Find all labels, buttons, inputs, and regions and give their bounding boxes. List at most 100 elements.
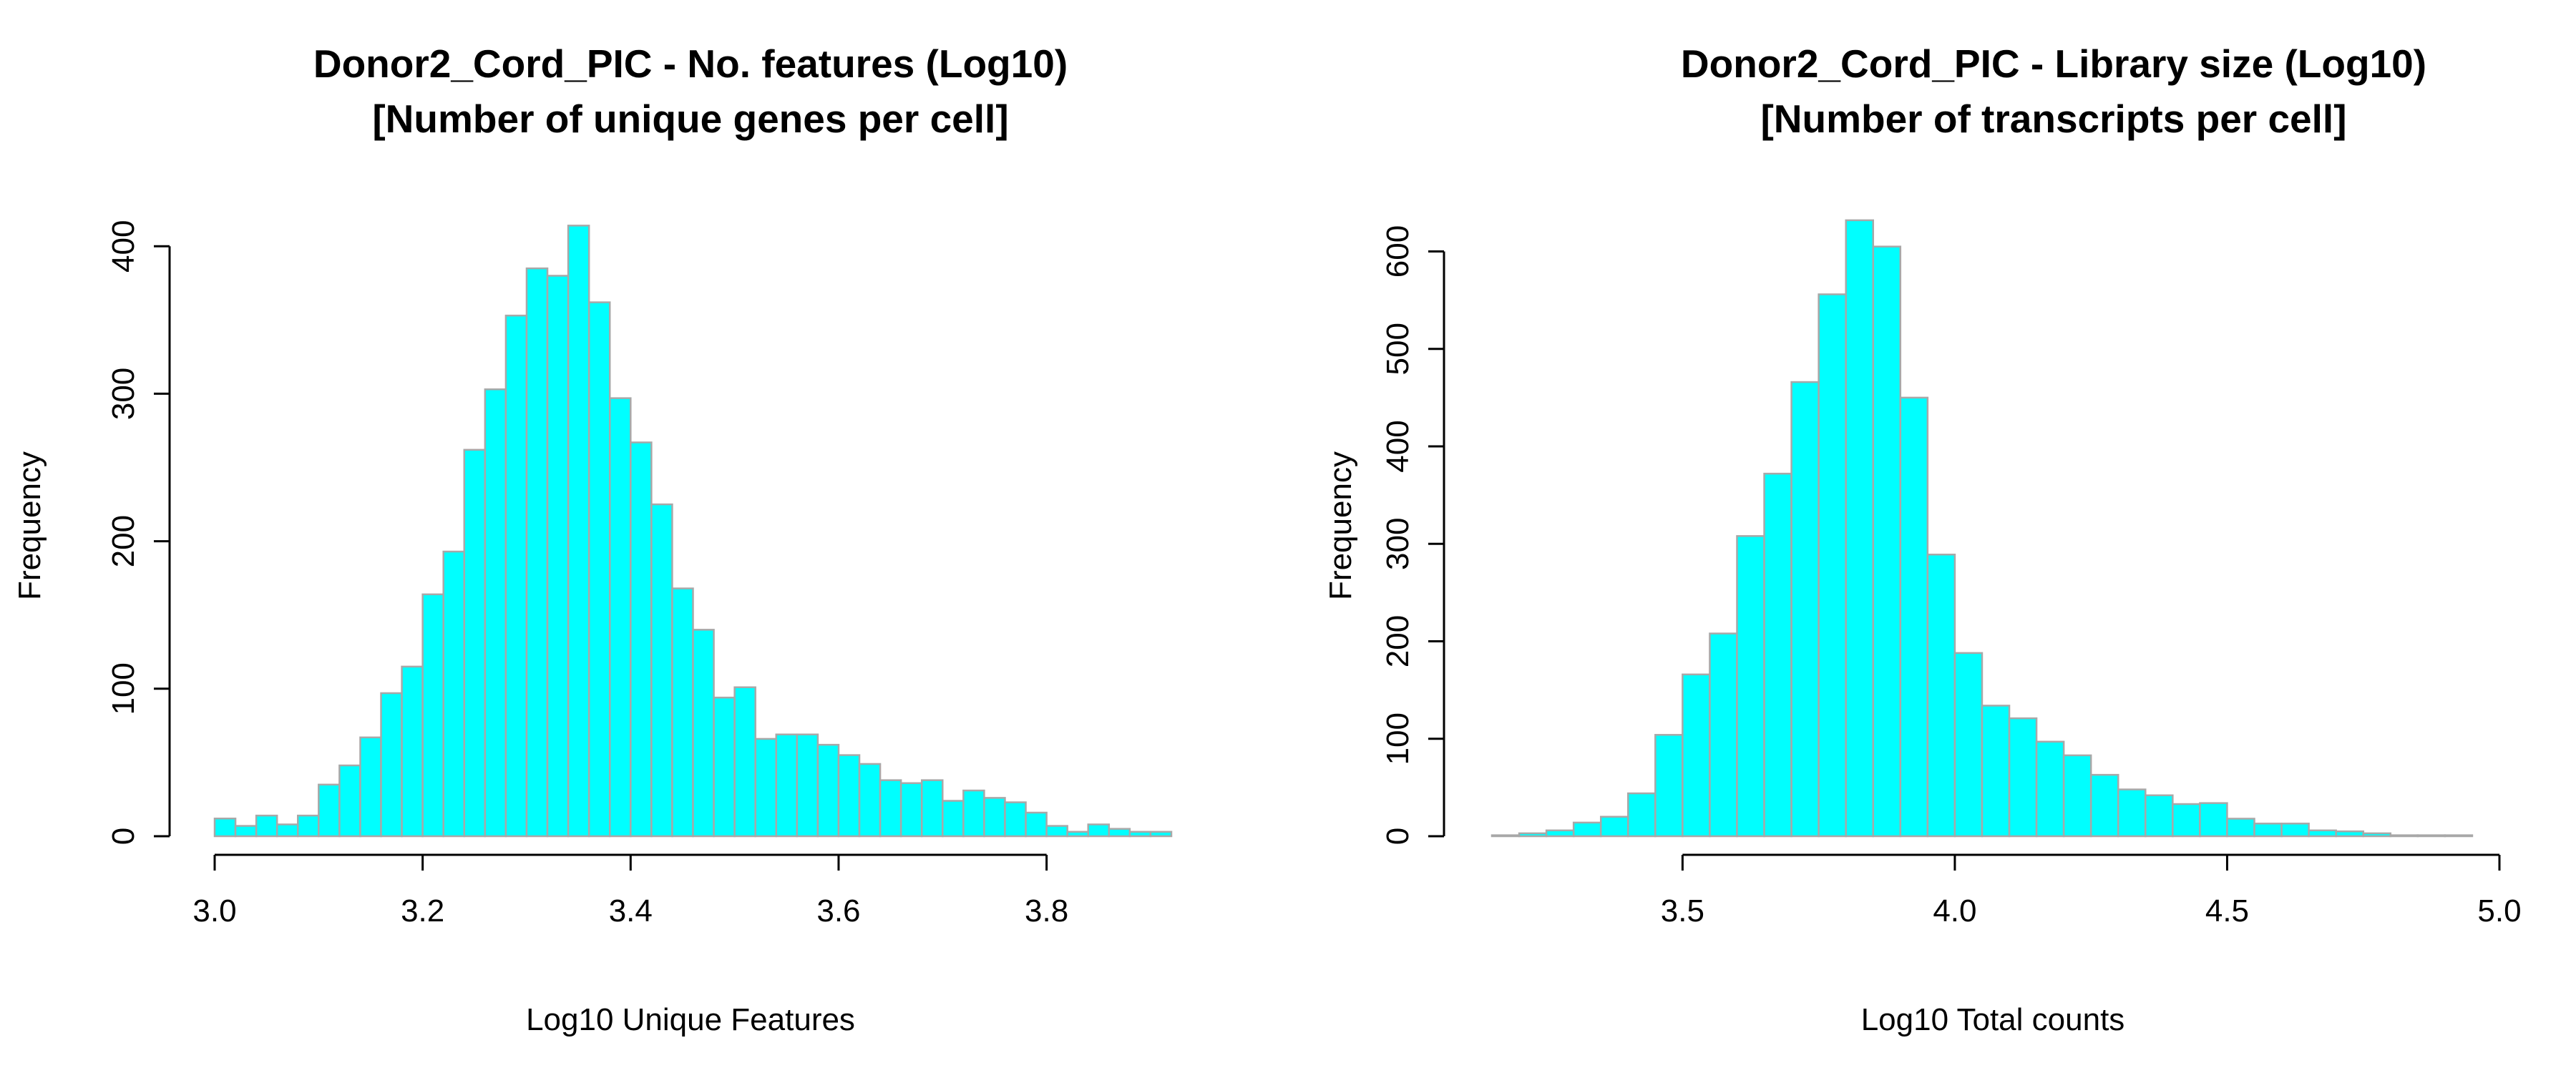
x-axis-label: Log10 Total counts	[1861, 1002, 2125, 1037]
chart-title-line-1: Donor2_Cord_PIC - Library size (Log10)	[1681, 41, 2426, 86]
y-tick-label: 500	[1380, 323, 1415, 375]
y-tick-label: 200	[1380, 615, 1415, 667]
y-tick-label: 400	[1380, 420, 1415, 472]
x-tick-label: 3.4	[609, 893, 653, 929]
y-axis: 0 100 200 300 400 500 600	[1380, 225, 1445, 845]
bars	[213, 225, 1173, 838]
chart-library-size: Donor2_Cord_PIC - Library size (Log10) […	[1323, 41, 2522, 1037]
histogram-bar	[733, 686, 756, 838]
x-tick-label: 3.6	[816, 893, 860, 929]
histogram-bar	[421, 593, 444, 838]
histogram-bar	[1025, 811, 1048, 838]
histogram-bar	[775, 733, 799, 838]
x-tick-label: 3.5	[1661, 893, 1704, 929]
y-tick-label: 100	[106, 662, 141, 715]
y-tick-label: 0	[1380, 828, 1415, 845]
histogram-bar	[1128, 831, 1152, 838]
histogram-bar	[297, 814, 320, 838]
y-tick-label: 400	[106, 220, 141, 273]
histogram-bar	[1926, 553, 1956, 838]
histogram-bar	[275, 823, 299, 838]
histogram-bar	[1654, 734, 1684, 838]
histogram-bar	[1981, 705, 2011, 838]
histogram-bar	[213, 818, 237, 838]
histogram-bar	[1149, 831, 1173, 838]
histogram-bar	[567, 225, 590, 838]
histogram-bar	[879, 779, 902, 838]
x-axis: 3.5 4.0 4.5 5.0	[1661, 853, 2522, 929]
x-tick-label: 3.8	[1025, 893, 1068, 929]
histogram-bar	[338, 764, 361, 838]
histogram-bar	[2253, 823, 2283, 838]
x-tick-label: 4.0	[1933, 893, 1976, 929]
histogram-bar	[401, 665, 424, 838]
y-axis-label: Frequency	[12, 451, 47, 600]
y-tick-label: 300	[106, 368, 141, 420]
histogram-bar	[2035, 740, 2065, 838]
histogram-bar	[816, 743, 840, 838]
y-axis-label: Frequency	[1323, 451, 1358, 600]
x-axis-label: Log10 Unique Features	[526, 1002, 855, 1037]
histogram-bar	[1845, 219, 1875, 838]
histogram-bar	[713, 696, 736, 838]
y-tick-label: 100	[1380, 712, 1415, 765]
histogram-bar	[837, 754, 861, 838]
histogram-bar	[1763, 472, 1792, 838]
histogram-bar	[692, 629, 715, 838]
histogram-bar	[504, 314, 528, 838]
chart-title-line-2: [Number of unique genes per cell]	[372, 97, 1008, 141]
histogram-bar	[1818, 293, 1847, 838]
histogram-bar	[2062, 754, 2092, 838]
histogram-bar	[2280, 823, 2310, 838]
histogram-bar	[858, 763, 882, 838]
histogram-bar	[2335, 830, 2364, 838]
histogram-bar	[630, 441, 653, 838]
histogram-bar	[1899, 396, 1929, 838]
histogram-bar	[255, 814, 278, 838]
histogram-bar	[1599, 815, 1629, 838]
histogram-bar	[1790, 381, 1820, 838]
histogram-bar	[1087, 823, 1111, 838]
histogram-bar	[442, 550, 466, 838]
histogram-bar	[1545, 829, 1575, 838]
chart-title-line-1: Donor2_Cord_PIC - No. features (Log10)	[313, 41, 1068, 86]
histogram-bar	[2199, 802, 2228, 838]
histogram-bar	[1953, 652, 1984, 838]
histogram-bar	[234, 825, 258, 838]
histogram-bar	[2172, 803, 2201, 838]
histogram-bar	[2362, 832, 2392, 838]
histogram-bar	[1045, 825, 1068, 838]
histogram-bar	[899, 782, 923, 838]
histogram-bar	[1004, 801, 1027, 838]
histogram-bar	[546, 275, 570, 838]
histogram-bar	[2089, 773, 2119, 838]
histogram-bar	[2117, 788, 2147, 838]
histogram-bar	[983, 797, 1006, 838]
histogram-bar	[1872, 245, 1902, 838]
histogram-bar	[1627, 792, 1657, 838]
histogram-bar	[1682, 673, 1711, 838]
histogram-bar	[318, 783, 341, 838]
histogram-bar	[359, 736, 382, 838]
histogram-bar	[796, 733, 819, 838]
histogram-bar	[1572, 821, 1602, 838]
chart-title-line-2: [Number of transcripts per cell]	[1760, 97, 2346, 141]
y-tick-label: 300	[1380, 518, 1415, 570]
histogram-bar	[1736, 535, 1765, 838]
histogram-bar	[1709, 632, 1738, 838]
x-tick-label: 3.2	[401, 893, 444, 929]
histogram-bar	[2145, 794, 2174, 838]
bars	[1491, 219, 2474, 838]
x-tick-label: 5.0	[2477, 893, 2521, 929]
histogram-bar	[650, 503, 673, 838]
histogram-bar	[671, 587, 694, 838]
y-axis: 0 100 200 300 400	[106, 220, 171, 845]
histogram-bar	[380, 692, 403, 838]
histogram-bar	[1108, 828, 1131, 838]
x-tick-label: 4.5	[2205, 893, 2249, 929]
histogram-bar	[920, 779, 944, 838]
histogram-bar	[587, 301, 611, 838]
histogram-bar	[2008, 717, 2038, 838]
x-axis: 3.0 3.2 3.4 3.6 3.8	[192, 853, 1068, 929]
